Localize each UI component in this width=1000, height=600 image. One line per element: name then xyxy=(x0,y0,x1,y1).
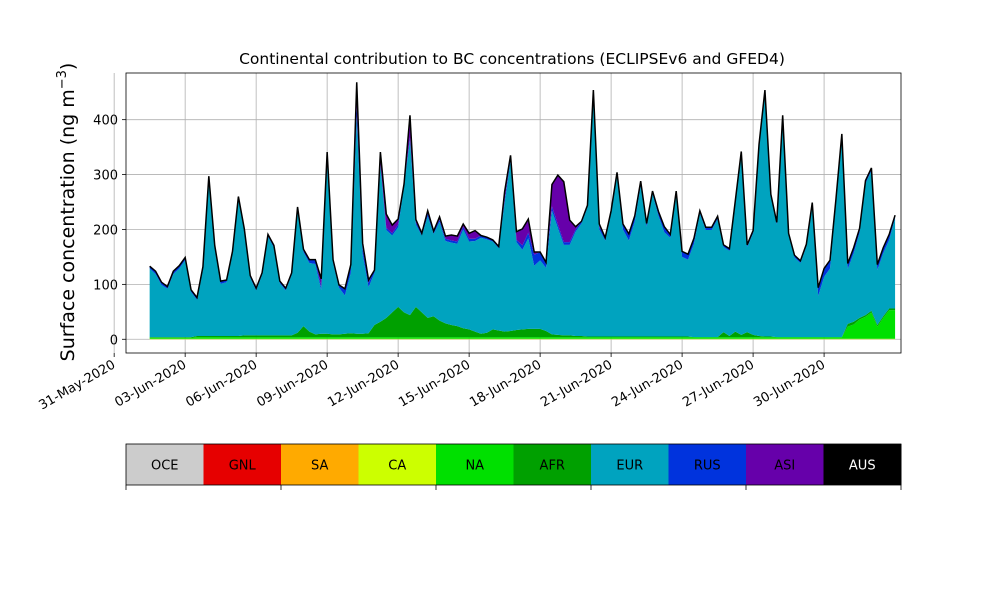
legend-item-oce: OCE xyxy=(126,444,204,485)
legend-swatch-na xyxy=(436,444,514,485)
colorbar-ticks xyxy=(125,443,902,490)
legend-swatch-asi xyxy=(746,444,824,485)
y-tick-label: 100 xyxy=(93,278,118,293)
legend-label-asi: ASI xyxy=(774,459,795,474)
legend-label-na: NA xyxy=(465,459,484,474)
y-axis-label: Surface concentration (ng m−3) xyxy=(55,63,79,362)
legend-swatch-oce xyxy=(126,444,204,485)
legend-swatch-afr xyxy=(513,444,592,485)
legend-label-gnl: GNL xyxy=(229,459,257,474)
legend-label-afr: AFR xyxy=(540,459,565,474)
total-concentration-line xyxy=(149,82,896,300)
legend-item-na: NA xyxy=(436,444,514,485)
legend-swatch-aus xyxy=(823,444,902,485)
y-tick-label: 0 xyxy=(110,333,118,348)
legend-item-ca: CA xyxy=(358,444,437,485)
legend-swatch-gnl xyxy=(203,444,282,485)
y-tick-label: 200 xyxy=(93,223,118,238)
legend-label-ca: CA xyxy=(388,459,406,474)
plot-frame xyxy=(125,72,902,354)
y-tick-label: 400 xyxy=(93,114,118,129)
area-ca xyxy=(149,338,896,340)
legend-label-aus: AUS xyxy=(849,459,876,474)
legend-swatch-sa xyxy=(281,444,359,485)
legend-item-aus: AUS xyxy=(823,444,902,485)
legend-label-rus: RUS xyxy=(694,459,721,474)
y-axis-label-close: ) xyxy=(57,63,79,70)
legend-item-afr: AFR xyxy=(513,444,592,485)
legend-label-eur: EUR xyxy=(616,459,643,474)
legend-label-oce: OCE xyxy=(151,459,179,474)
stacked-areas xyxy=(149,82,896,340)
area-afr xyxy=(149,306,896,338)
legend-swatch-ca xyxy=(358,444,437,485)
legend-item-asi: ASI xyxy=(746,444,824,485)
legend-item-sa: SA xyxy=(281,444,359,485)
colorbar-frame xyxy=(125,443,902,486)
y-tick-label: 300 xyxy=(93,169,118,184)
legend-item-rus: RUS xyxy=(668,444,747,485)
chart-title: Continental contribution to BC concentra… xyxy=(239,50,785,68)
y-axis-label-main: Surface concentration (ng m xyxy=(57,89,79,361)
area-eur xyxy=(149,92,896,338)
y-axis-label-unit-exponent: −3 xyxy=(55,70,70,89)
legend-label-sa: SA xyxy=(311,459,328,474)
legend-swatch-eur xyxy=(591,444,669,485)
legend-item-eur: EUR xyxy=(591,444,669,485)
y-axis: 0 100 200 300 400 xyxy=(93,114,126,348)
legend-item-gnl: GNL xyxy=(203,444,282,485)
legend-swatch-rus xyxy=(668,444,747,485)
